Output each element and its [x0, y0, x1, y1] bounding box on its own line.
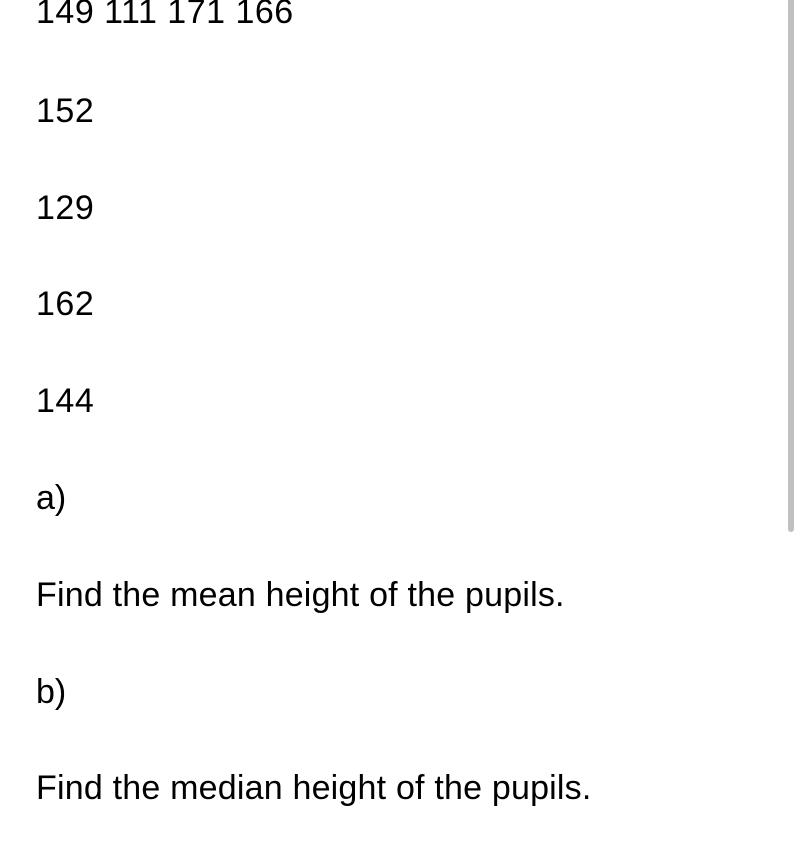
scrollbar-thumb[interactable]	[788, 0, 794, 532]
data-row-1: 149 111 171 166	[36, 0, 764, 33]
question-a-text: Find the mean height of the pupils.	[36, 575, 764, 616]
data-value-3: 162	[36, 284, 764, 325]
question-b-label: b)	[36, 672, 764, 713]
question-a-label: a)	[36, 478, 764, 519]
question-b-text: Find the median height of the pupils.	[36, 768, 764, 809]
document-content: 149 111 171 166 152 129 162 144 a) Find …	[0, 0, 800, 809]
data-value-2: 129	[36, 188, 764, 229]
data-value-1: 152	[36, 91, 764, 132]
data-value-4: 144	[36, 381, 764, 422]
